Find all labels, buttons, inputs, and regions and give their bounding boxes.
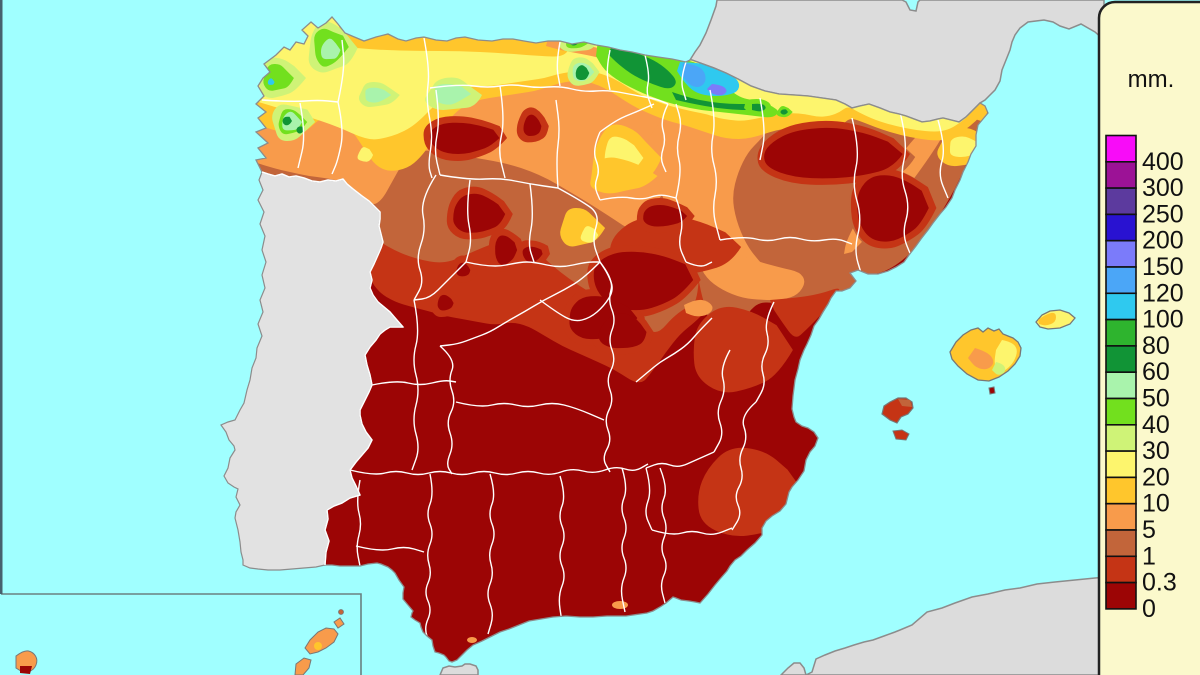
- svg-text:120: 120: [1142, 279, 1184, 307]
- svg-text:0: 0: [1142, 595, 1156, 623]
- svg-text:80: 80: [1142, 332, 1170, 360]
- svg-text:1: 1: [1142, 542, 1156, 570]
- svg-text:250: 250: [1142, 200, 1184, 228]
- svg-text:40: 40: [1142, 411, 1170, 439]
- svg-text:400: 400: [1142, 148, 1184, 176]
- svg-text:50: 50: [1142, 385, 1170, 413]
- svg-text:5: 5: [1142, 516, 1156, 544]
- svg-text:200: 200: [1142, 227, 1184, 255]
- svg-text:20: 20: [1142, 463, 1170, 491]
- svg-text:300: 300: [1142, 174, 1184, 202]
- svg-text:30: 30: [1142, 437, 1170, 465]
- svg-text:100: 100: [1142, 306, 1184, 334]
- svg-text:mm.: mm.: [1128, 66, 1175, 93]
- svg-text:10: 10: [1142, 490, 1170, 518]
- svg-text:150: 150: [1142, 253, 1184, 281]
- svg-text:60: 60: [1142, 358, 1170, 386]
- svg-text:0.3: 0.3: [1142, 569, 1177, 597]
